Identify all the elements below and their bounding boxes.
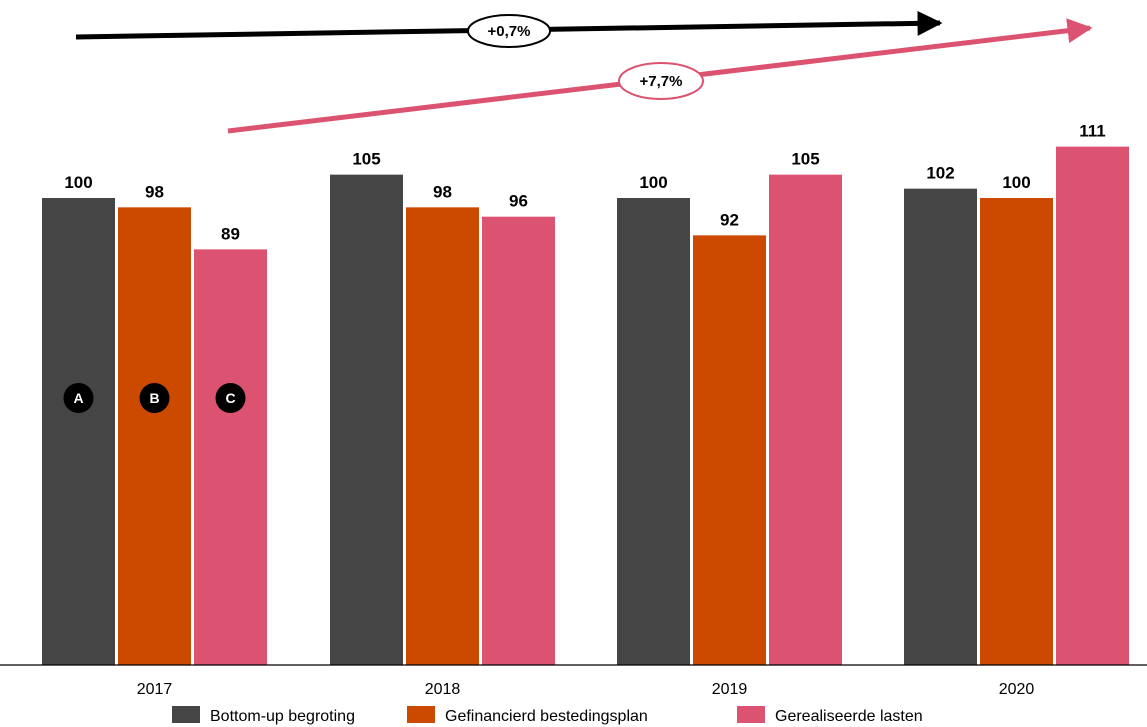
- value-label-2020-series-1: 102: [926, 164, 954, 183]
- legend-label-2: Gefinancierd bestedingsplan: [445, 708, 648, 725]
- bar-2018-series-3: [482, 216, 555, 665]
- svg-text:B: B: [149, 390, 159, 406]
- value-label-2020-series-2: 100: [1002, 173, 1030, 192]
- value-label-2019-series-3: 105: [791, 150, 819, 169]
- legend-swatch-3: [737, 706, 765, 723]
- value-label-2019-series-1: 100: [639, 173, 667, 192]
- value-label-2018-series-3: 96: [509, 192, 528, 211]
- value-label-2020-series-3: 111: [1079, 122, 1106, 141]
- trend-bubble-1: [467, 14, 551, 48]
- trend-bubble-2: [618, 62, 704, 100]
- series-marker-a: A: [63, 383, 94, 413]
- x-tick-2018: 2018: [425, 681, 461, 698]
- svg-text:C: C: [225, 390, 235, 406]
- x-tick-2017: 2017: [137, 681, 173, 698]
- trend-arrows: +0,7% +7,7%: [75, 10, 1093, 134]
- x-tick-labels: 2017 2018 2019 2020: [137, 681, 1035, 698]
- bars-group: [42, 146, 1129, 666]
- legend-item-1: Bottom-up begroting: [172, 706, 355, 725]
- legend-item-2: Gefinancierd bestedingsplan: [407, 706, 648, 725]
- x-tick-2019: 2019: [712, 681, 748, 698]
- bar-2020-series-2: [980, 198, 1053, 665]
- legend: Bottom-up begroting Gefinancierd bestedin…: [172, 706, 923, 725]
- value-label-2019-series-2: 92: [720, 210, 739, 229]
- legend-label-3: Gerealiseerde lasten: [775, 708, 923, 725]
- value-label-2018-series-2: 98: [433, 182, 452, 201]
- bar-2018-series-1: [330, 174, 403, 665]
- series-marker-b: B: [139, 383, 170, 413]
- value-label-2017-series-3: 89: [221, 224, 240, 243]
- bar-2019-series-1: [617, 198, 690, 665]
- series-markers: A B C: [63, 383, 246, 413]
- x-tick-2020: 2020: [999, 681, 1035, 698]
- trend-label-2: +7,7%: [640, 73, 683, 90]
- value-labels: 100 98 89 105 98 96 100 92 105 102 100 111: [64, 122, 1105, 244]
- svg-text:A: A: [73, 390, 83, 406]
- bar-2017-series-1: [42, 198, 115, 665]
- bar-2018-series-2: [406, 207, 479, 665]
- bar-2017-series-3: [194, 249, 267, 665]
- legend-swatch-2: [407, 706, 435, 723]
- bar-2019-series-2: [693, 235, 766, 666]
- bar-2020-series-3: [1056, 146, 1129, 665]
- bar-2020-series-1: [904, 188, 977, 665]
- series-marker-c: C: [215, 383, 246, 413]
- bar-2017-series-2: [118, 207, 191, 665]
- value-label-2017-series-2: 98: [145, 182, 164, 201]
- bar-2019-series-3: [769, 174, 842, 665]
- legend-label-1: Bottom-up begroting: [210, 708, 355, 725]
- legend-item-3: Gerealiseerde lasten: [737, 706, 923, 725]
- legend-swatch-1: [172, 706, 200, 723]
- trend-arrow-1: +0,7%: [75, 10, 943, 48]
- trend-label-1: +0,7%: [488, 23, 531, 40]
- value-label-2017-series-1: 100: [64, 173, 92, 192]
- trend-arrow-2: +7,7%: [227, 18, 1093, 134]
- value-label-2018-series-1: 105: [352, 150, 380, 169]
